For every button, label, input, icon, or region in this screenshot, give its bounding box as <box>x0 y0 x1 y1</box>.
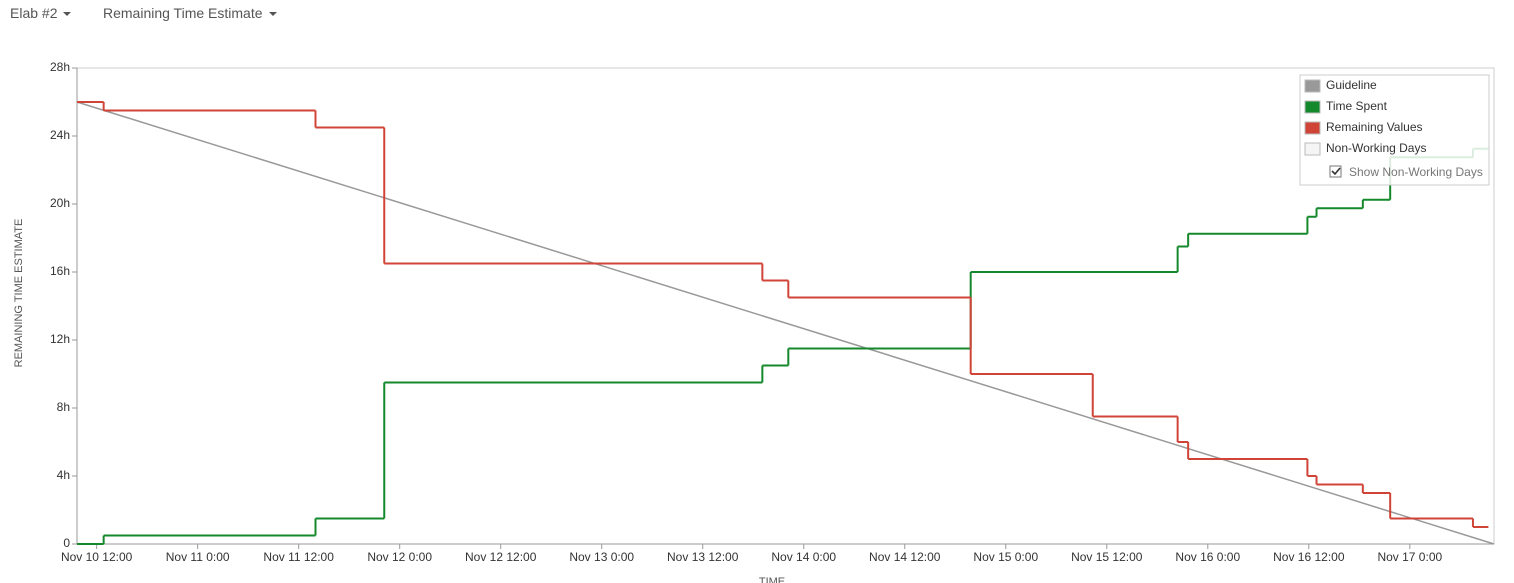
y-tick-label: 4h <box>57 468 70 482</box>
x-tick-label: Nov 12 0:00 <box>367 550 432 564</box>
x-tick-label: Nov 15 0:00 <box>973 550 1038 564</box>
x-tick-label: Nov 11 0:00 <box>166 550 230 564</box>
x-tick-label: Nov 15 12:00 <box>1071 550 1143 564</box>
y-tick-label: 0 <box>63 536 70 550</box>
x-tick-label: Nov 10 12:00 <box>61 550 133 564</box>
board-dropdown[interactable]: Elab #2 <box>10 5 71 21</box>
x-tick-label: Nov 17 0:00 <box>1377 550 1442 564</box>
y-tick-label: 20h <box>50 196 70 210</box>
checkbox[interactable] <box>1329 165 1342 178</box>
plot-frame <box>76 67 1495 545</box>
guideline <box>76 101 1495 545</box>
legend-swatch <box>1304 100 1321 114</box>
legend-label: Non-Working Days <box>1326 141 1426 155</box>
checkmark <box>1331 167 1341 176</box>
y-tick-label: 28h <box>50 60 70 74</box>
legend-swatch <box>1304 79 1321 93</box>
x-tick-label: Nov 13 12:00 <box>667 550 739 564</box>
legend-label: Guideline <box>1326 78 1377 92</box>
legend-swatch <box>1304 121 1321 135</box>
x-tick-label: Nov 11 12:00 <box>263 550 334 564</box>
report-dropdown[interactable]: Remaining Time Estimate <box>103 5 277 21</box>
y-tick-label: 16h <box>50 264 70 278</box>
x-tick-label: Nov 16 0:00 <box>1175 550 1240 564</box>
legend: Guideline Time Spent Remaining Values Non-W… <box>1299 74 1490 186</box>
y-tick-label: 8h <box>57 400 70 414</box>
y-tick-label: 12h <box>50 332 70 346</box>
x-tick-label: Nov 12 12:00 <box>465 550 537 564</box>
toggle-label: Show Non-Working Days <box>1349 165 1483 179</box>
x-tick-label: Nov 14 12:00 <box>869 550 941 564</box>
x-tick-label: Nov 13 0:00 <box>569 550 634 564</box>
x-tick-label: Nov 14 0:00 <box>771 550 836 564</box>
legend-label: Remaining Values <box>1326 120 1423 134</box>
x-tick-label: Nov 16 12:00 <box>1273 550 1345 564</box>
y-axis-label: REMAINING TIME ESTIMATE <box>13 219 25 368</box>
y-tick-label: 24h <box>50 128 70 142</box>
x-axis-label: TIME <box>759 576 785 583</box>
legend-swatch <box>1304 142 1321 156</box>
legend-label: Time Spent <box>1326 99 1388 113</box>
